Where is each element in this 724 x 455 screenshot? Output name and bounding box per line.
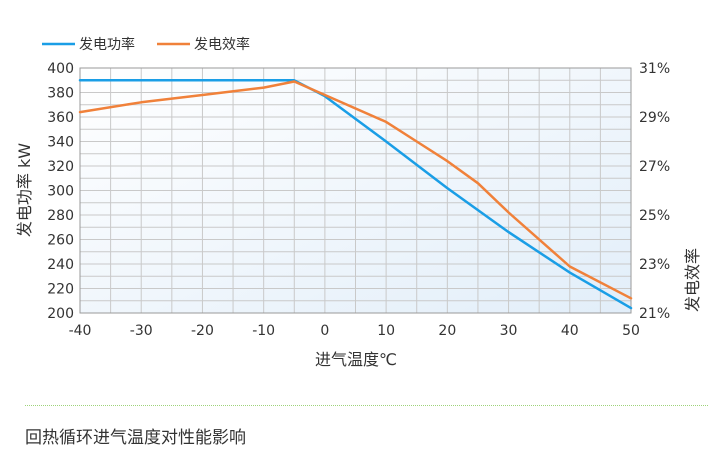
y-left-tick-label: 220	[47, 282, 74, 298]
plot-frame	[79, 67, 632, 314]
y-left-tick-label: 200	[47, 306, 74, 322]
y-left-tick-label: 320	[47, 159, 74, 175]
y-axis-right-label: 发电效率	[683, 248, 702, 312]
y-left-tick-label: 300	[47, 184, 74, 200]
y-right-tick-label: 23%	[639, 257, 670, 273]
x-tick-label: -40	[69, 323, 92, 339]
x-tick-label: -30	[130, 323, 153, 339]
chart-canvas: -40 -30 -20 -10 0 10 20 30 40 50 200 220 240 260 280 30…	[15, 36, 702, 369]
y-right-tick-label: 25%	[639, 208, 670, 224]
y-right-tick-label: 31%	[639, 61, 670, 77]
legend: 发电功率 发电效率	[42, 36, 250, 53]
x-tick-label: 0	[320, 323, 329, 339]
legend-label-power: 发电功率	[79, 36, 135, 53]
x-tick-label: 50	[622, 323, 640, 339]
x-tick-label: 20	[438, 323, 456, 339]
x-tick-label: 10	[377, 323, 395, 339]
x-tick-label: -10	[252, 323, 275, 339]
y-right-tick-label: 21%	[639, 306, 670, 322]
y-left-tick-label: 340	[47, 135, 74, 151]
series-layer	[78, 79, 633, 310]
caption-divider	[25, 405, 708, 406]
y-left-tick-label: 380	[47, 86, 74, 102]
y-right-tick-label: 29%	[639, 110, 670, 126]
series-line-efficiency	[78, 80, 633, 300]
grid	[79, 67, 632, 314]
tick-labels: -40 -30 -20 -10 0 10 20 30 40 50 200 220 240 260 280 30…	[47, 61, 670, 339]
x-tick-label: 40	[561, 323, 579, 339]
x-tick-label: -20	[191, 323, 214, 339]
figure-caption: 回热循环进气温度对性能影响	[25, 428, 246, 448]
legend-label-efficiency: 发电效率	[194, 36, 250, 53]
y-left-tick-label: 360	[47, 110, 74, 126]
x-tick-label: 30	[500, 323, 518, 339]
y-left-tick-label: 400	[47, 61, 74, 77]
y-left-tick-label: 240	[47, 257, 74, 273]
x-axis-label: 进气温度℃	[315, 350, 397, 369]
y-right-tick-label: 27%	[639, 159, 670, 175]
y-left-tick-label: 280	[47, 208, 74, 224]
y-axis-left-label: 发电功率 kW	[15, 143, 34, 237]
y-left-tick-label: 260	[47, 233, 74, 249]
